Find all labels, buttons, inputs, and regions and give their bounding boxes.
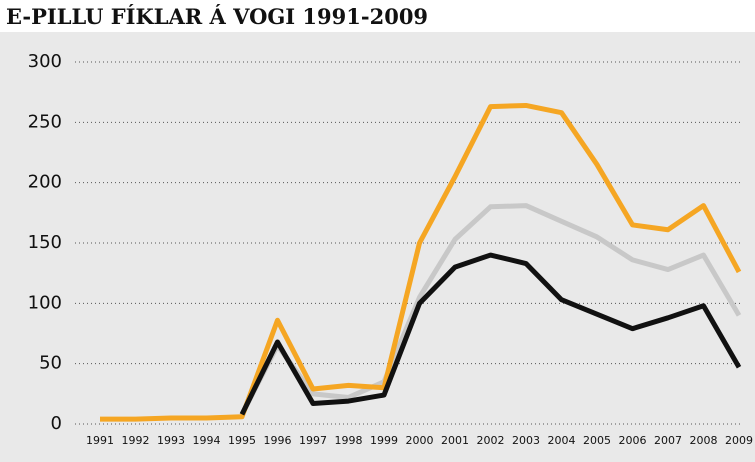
y-tick-label: 100	[28, 292, 62, 313]
y-tick-label: 300	[28, 51, 62, 72]
x-tick-label: 1991	[86, 434, 114, 447]
x-tick-label: 1995	[228, 434, 256, 447]
plot-background	[0, 32, 755, 462]
x-tick-label: 2009	[725, 434, 753, 447]
x-tick-label: 2001	[441, 434, 469, 447]
x-tick-label: 1992	[122, 434, 150, 447]
x-tick-label: 1997	[299, 434, 327, 447]
x-tick-label: 2002	[477, 434, 505, 447]
x-tick-label: 1993	[157, 434, 185, 447]
x-tick-label: 1999	[370, 434, 398, 447]
y-tick-label: 0	[51, 413, 62, 434]
y-tick-label: 150	[28, 232, 62, 253]
series-line	[239, 252, 742, 416]
chart-title: E-PILLU FÍKLAR Á VOGI 1991-2009	[6, 4, 428, 29]
x-tick-label: 2004	[548, 434, 576, 447]
x-tick-label: 1998	[335, 434, 363, 447]
x-tick-label: 1994	[193, 434, 221, 447]
y-tick-label: 250	[28, 111, 62, 132]
y-tick-label: 200	[28, 172, 62, 193]
x-tick-label: 2003	[512, 434, 540, 447]
x-tick-label: 2008	[690, 434, 718, 447]
y-tick-label: 50	[39, 353, 62, 374]
x-tick-label: 2000	[406, 434, 434, 447]
x-tick-label: 2007	[654, 434, 682, 447]
x-tick-label: 2005	[583, 434, 611, 447]
series-line	[100, 102, 742, 422]
x-tick-label: 1996	[264, 434, 292, 447]
series-line	[239, 203, 742, 416]
x-tick-label: 2006	[619, 434, 647, 447]
